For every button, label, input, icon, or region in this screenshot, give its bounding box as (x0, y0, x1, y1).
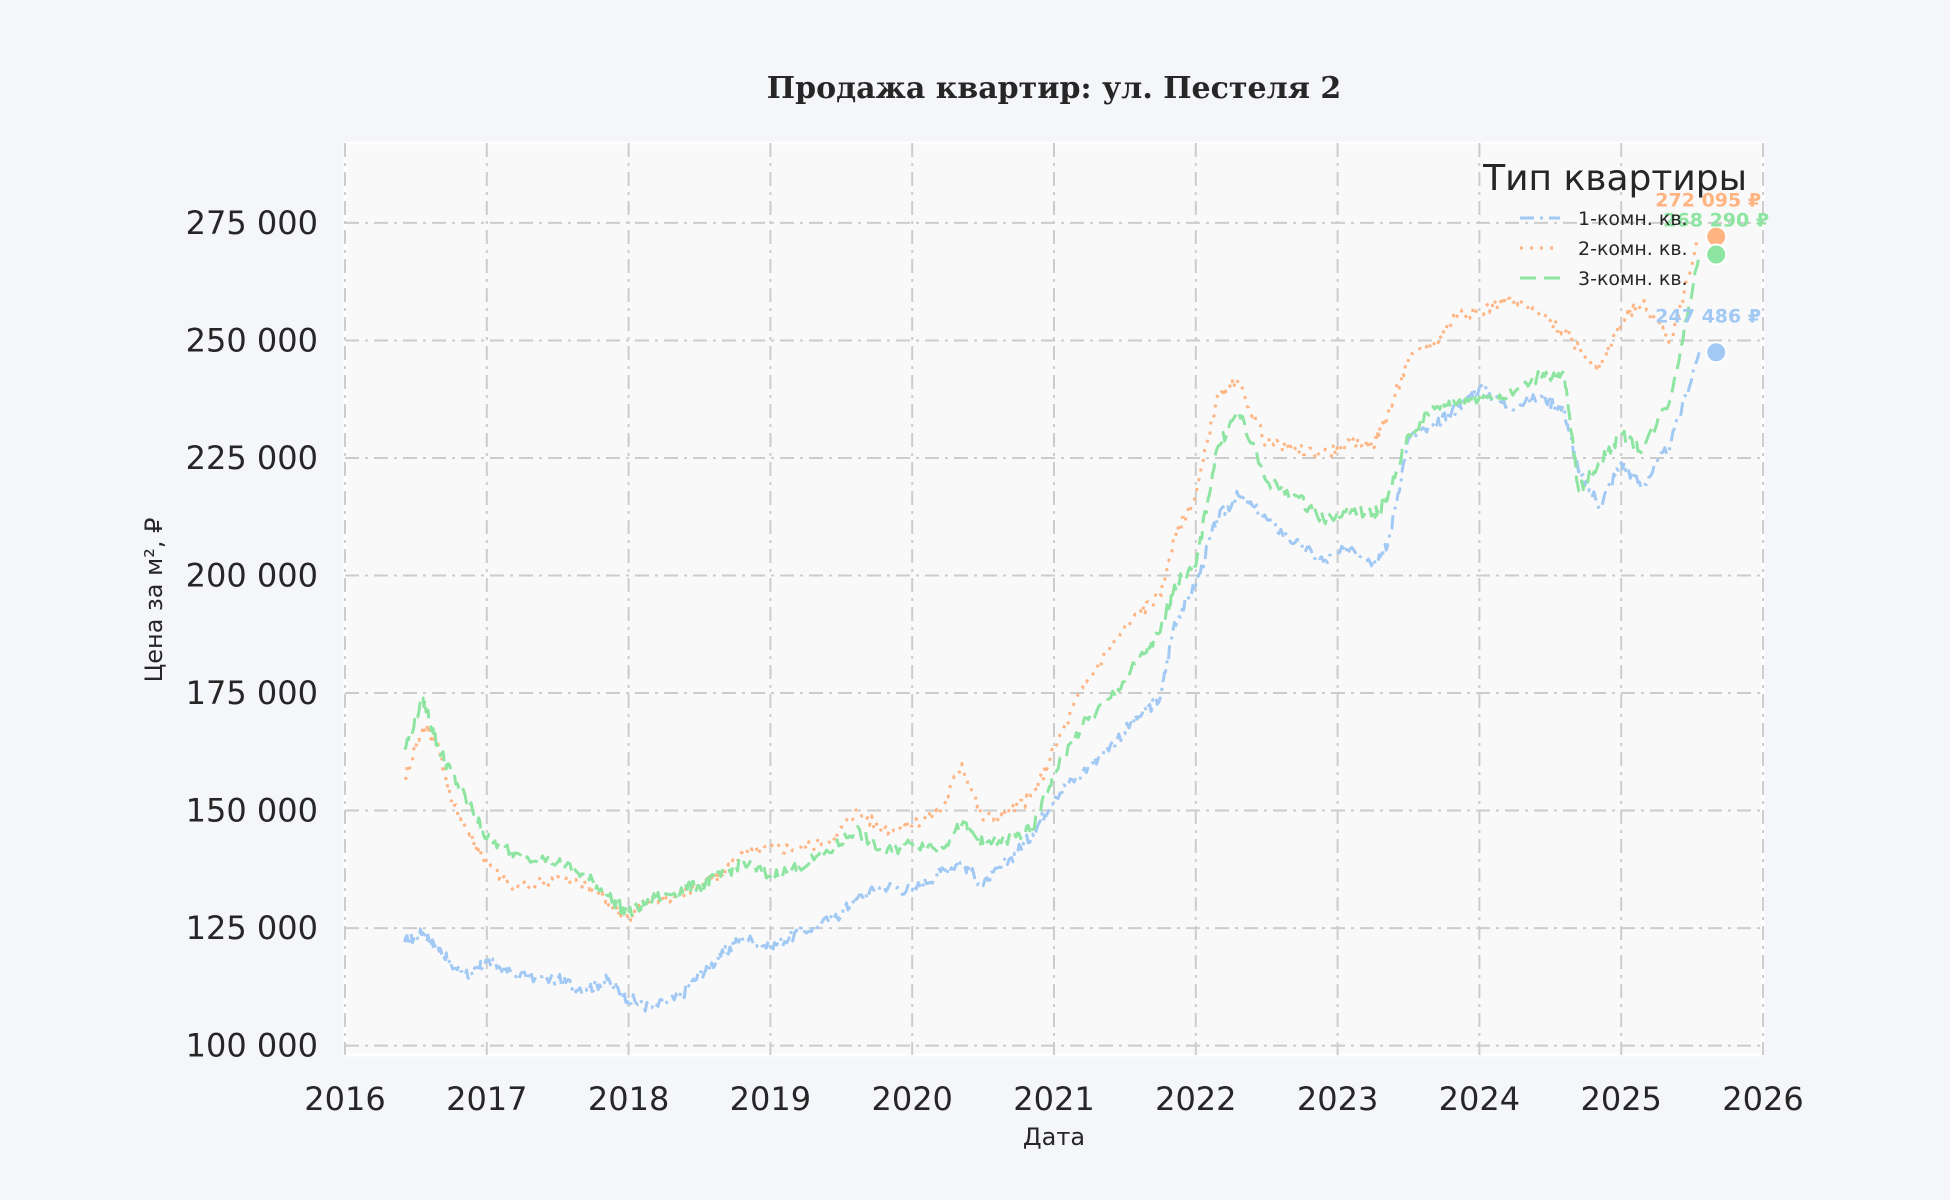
legend-label-3: 3-комн. кв. (1578, 268, 1688, 290)
y-axis-ticks: 100 000 125 000 150 000 175 000 200 000 225 0… (186, 204, 318, 1065)
x-tick-label: 2024 (1439, 1080, 1520, 1118)
x-tick-label: 2018 (588, 1080, 669, 1118)
legend: Тип квартиры 1-комн. кв. 2-комн. кв. 3-ком… (1482, 158, 1747, 290)
grid (344, 143, 1764, 1055)
y-tick-label: 275 000 (186, 204, 318, 242)
endpoint-value-label-1: 247 486 ₽ (1655, 305, 1761, 327)
x-tick-label: 2023 (1297, 1080, 1378, 1118)
x-axis-ticks: 2016 2017 2018 2019 2020 2021 2022 2023 2024 2025… (304, 1080, 1803, 1118)
legend-title: Тип квартиры (1482, 158, 1747, 199)
x-tick-label: 2016 (304, 1080, 385, 1118)
y-axis-label: Цена за м², ₽ (140, 518, 168, 683)
series-group (403, 235, 1701, 1013)
x-axis-label: Дата (1023, 1123, 1085, 1151)
endpoint-marker-1 (1705, 341, 1728, 364)
x-tick-label: 2017 (446, 1080, 527, 1118)
endpoint-marker-3 (1705, 243, 1728, 266)
series-line-3 (403, 254, 1701, 917)
legend-label-2: 2-комн. кв. (1578, 238, 1688, 260)
series-line-1 (403, 351, 1701, 1013)
chart-title: Продажа квартир: ул. Пестеля 2 (767, 71, 1341, 106)
y-tick-label: 100 000 (186, 1027, 318, 1065)
endpoints-group: 247 486 ₽ 272 095 ₽268 290 ₽ (1655, 190, 1769, 364)
x-tick-label: 2019 (730, 1080, 811, 1118)
x-tick-label: 2026 (1722, 1080, 1803, 1118)
y-tick-label: 175 000 (186, 674, 318, 712)
x-tick-label: 2021 (1013, 1080, 1094, 1118)
y-tick-label: 225 000 (186, 439, 318, 477)
x-tick-label: 2025 (1580, 1080, 1661, 1118)
y-tick-label: 150 000 (186, 792, 318, 830)
endpoint-value-label-2: 272 095 ₽ (1655, 190, 1761, 212)
y-tick-label: 125 000 (186, 909, 318, 947)
x-tick-label: 2022 (1155, 1080, 1236, 1118)
y-tick-label: 250 000 (186, 321, 318, 359)
y-tick-label: 200 000 (186, 556, 318, 594)
legend-label-1: 1-комн. кв. (1578, 208, 1688, 230)
endpoint-value-label-3: 268 290 ₽ (1663, 209, 1769, 231)
x-tick-label: 2020 (871, 1080, 952, 1118)
